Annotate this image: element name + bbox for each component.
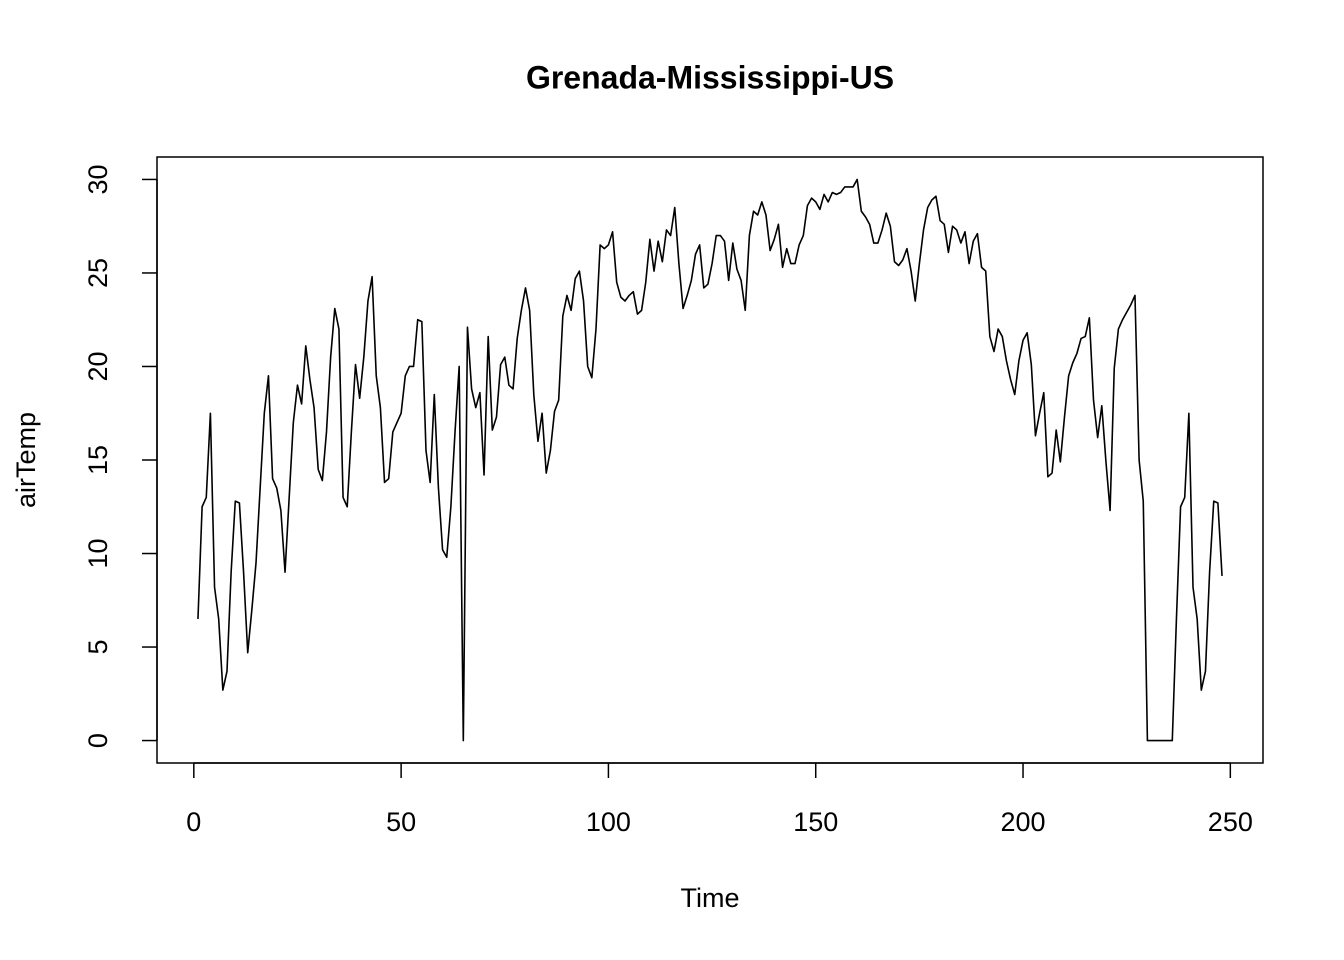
chart-title: Grenada-Mississippi-US [526, 59, 894, 95]
data-line [197, 178, 1223, 742]
x-tick-label: 100 [586, 807, 631, 837]
x-tick-label: 200 [1000, 807, 1045, 837]
x-tick-label: 50 [386, 807, 416, 837]
plot-frame [156, 156, 1264, 764]
y-tick-label: 0 [83, 733, 113, 748]
y-tick-label: 10 [83, 538, 113, 568]
x-tick-label: 150 [793, 807, 838, 837]
x-axis-label: Time [681, 883, 740, 913]
y-tick-label: 30 [83, 164, 113, 194]
y-tick-label: 15 [83, 445, 113, 475]
x-tick-label: 250 [1208, 807, 1253, 837]
y-tick-label: 25 [83, 258, 113, 288]
y-axis-label: airTemp [11, 412, 41, 508]
y-tick-label: 5 [83, 640, 113, 655]
y-tick-label: 20 [83, 351, 113, 381]
x-tick-label: 0 [186, 807, 201, 837]
